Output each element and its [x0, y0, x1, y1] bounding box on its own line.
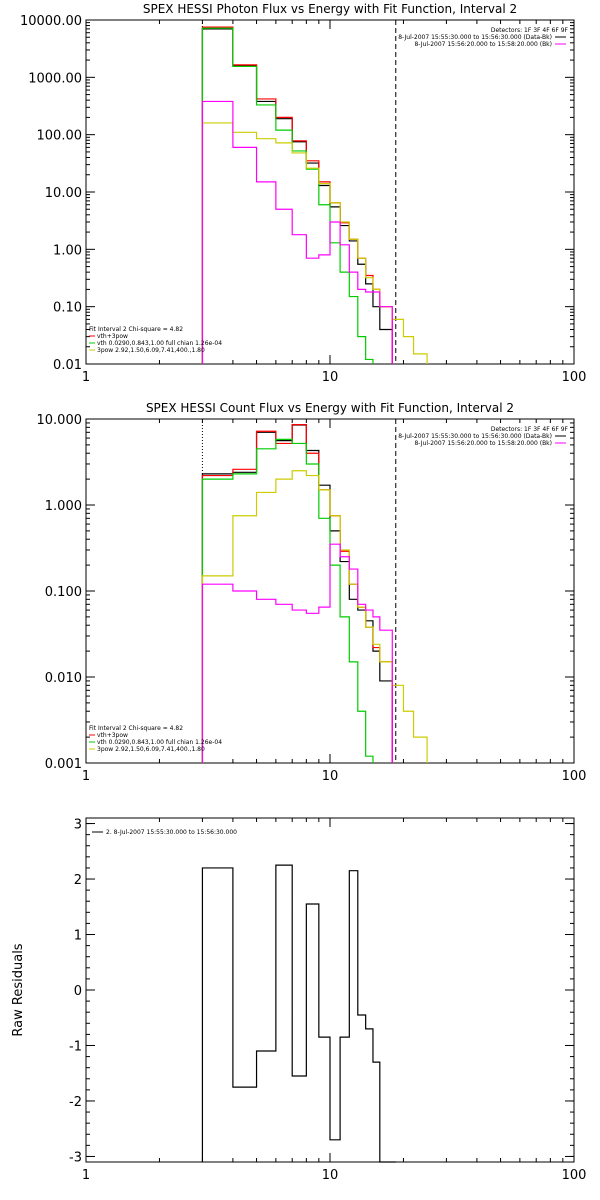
series-bk-histogram: [201, 543, 393, 763]
count-flux-title: SPEX HESSI Count Flux vs Energy with Fit…: [146, 401, 514, 415]
y-tick-label: 0.01: [53, 358, 82, 373]
series-residual-histogram: [201, 864, 396, 1163]
series-vth-histogram: [201, 438, 374, 763]
time-range-legend-entry: 8-Jul-2007 15:56:20.000 to 15:58:20.000 …: [414, 41, 552, 48]
count-flux-series: [201, 424, 428, 763]
count-flux-panel: SPEX HESSI Count Flux vs Energy with Fit…: [37, 401, 587, 784]
series-bk-histogram: [201, 100, 393, 364]
x-tick-label: 1: [82, 1168, 90, 1183]
x-tick-label: 100: [562, 370, 587, 385]
y-tick-label: 10000.00: [20, 14, 82, 29]
photon-flux-axes: 1 10 100 0.01 0.10 1.00 10.00 100.00 1000.00 1000…: [20, 14, 586, 385]
x-tick-label: 10: [322, 370, 339, 385]
residuals-series: [201, 864, 396, 1163]
time-range-legend-entry: 8-Jul-2007 15:55:30.000 to 15:56:30.000 …: [398, 34, 552, 41]
y-tick-label: 10.000: [37, 413, 83, 428]
series-vth-histogram: [201, 27, 374, 364]
y-tick-label: 2: [74, 873, 82, 888]
residual-legend-entry: 2. 8-Jul-2007 15:55:30.000 to 15:56:30.0…: [106, 829, 237, 836]
y-tick-label: 3: [74, 818, 82, 833]
photon-flux-series: [201, 26, 428, 364]
time-range-legend-entry: 8-Jul-2007 15:55:30.000 to 15:56:30.000 …: [398, 433, 552, 440]
fit-summary-text: Fit Interval 2 Chi-square = 4.82: [89, 326, 183, 333]
y-tick-label: -3: [69, 1150, 82, 1165]
residuals-legend: 2. 8-Jul-2007 15:55:30.000 to 15:56:30.0…: [92, 829, 237, 836]
photon-flux-legend: Detectors: 1F 3F 4F 6F 9F8-Jul-2007 15:5…: [89, 27, 569, 354]
fit-component-legend-entry: vth 0.0290,0.843,1.00 full chian 1.26e-0…: [97, 739, 222, 746]
y-tick-label: 100.00: [37, 129, 83, 144]
y-tick-label: -1: [69, 1039, 82, 1054]
x-tick-label: 10: [322, 1168, 339, 1183]
fit-component-legend-entry: vth 0.0290,0.843,1.00 full chian 1.26e-0…: [97, 340, 222, 347]
residuals-axes: 1 10 100 -3 -2 -1 0 1 2 3: [69, 818, 586, 1183]
y-tick-label: 10.00: [45, 186, 82, 201]
x-tick-label: 1: [82, 370, 90, 385]
y-tick-label: 0.10: [53, 301, 82, 316]
y-tick-label: 1.000: [45, 499, 82, 514]
fit-summary-text: Fit Interval 2 Chi-square = 4.82: [89, 725, 183, 732]
y-tick-label: 1.00: [53, 243, 82, 258]
y-tick-label: 0: [74, 984, 82, 999]
series-3pow-histogram: [201, 122, 428, 364]
detector-header: Detectors: 1F 3F 4F 6F 9F: [491, 27, 569, 34]
fit-component-legend-entry: vth+3pow: [97, 732, 128, 739]
series-3pow-histogram: [201, 470, 428, 763]
x-tick-label: 100: [562, 1168, 587, 1183]
fit-component-legend-entry: 3pow 2.92,1.50,6.09,7.41,400.,1.80: [97, 746, 205, 753]
x-tick-label: 10: [322, 769, 339, 784]
residuals-y-axis-label: Raw Residuals: [11, 943, 26, 1036]
y-tick-label: 1000.00: [28, 71, 82, 86]
y-tick-label: 0.100: [45, 585, 82, 600]
photon-flux-title: SPEX HESSI Photon Flux vs Energy with Fi…: [143, 2, 517, 16]
x-tick-label: 100: [562, 769, 587, 784]
y-tick-label: 0.001: [45, 757, 82, 772]
count-flux-axes: 1 10 100 0.001 0.010 0.100 1.000 10.000: [37, 413, 587, 784]
y-tick-label: -2: [69, 1095, 82, 1110]
detector-header: Detectors: 1F 3F 4F 6F 9F: [491, 426, 569, 433]
x-tick-label: 1: [82, 769, 90, 784]
fit-component-legend-entry: vth+3pow: [97, 333, 128, 340]
photon-flux-panel: SPEX HESSI Photon Flux vs Energy with Fi…: [20, 2, 586, 385]
residuals-panel: Raw Residuals 1 10 100 -3 -2 -1 0 1 2 3 2. 8-Jul-…: [11, 817, 586, 1183]
y-tick-label: 1: [74, 929, 82, 944]
count-flux-legend: Detectors: 1F 3F 4F 6F 9F8-Jul-2007 15:5…: [89, 426, 569, 753]
fit-component-legend-entry: 3pow 2.92,1.50,6.09,7.41,400.,1.80: [97, 347, 205, 354]
y-tick-label: 0.010: [45, 671, 82, 686]
time-range-legend-entry: 8-Jul-2007 15:56:20.000 to 15:58:20.000 …: [414, 440, 552, 447]
